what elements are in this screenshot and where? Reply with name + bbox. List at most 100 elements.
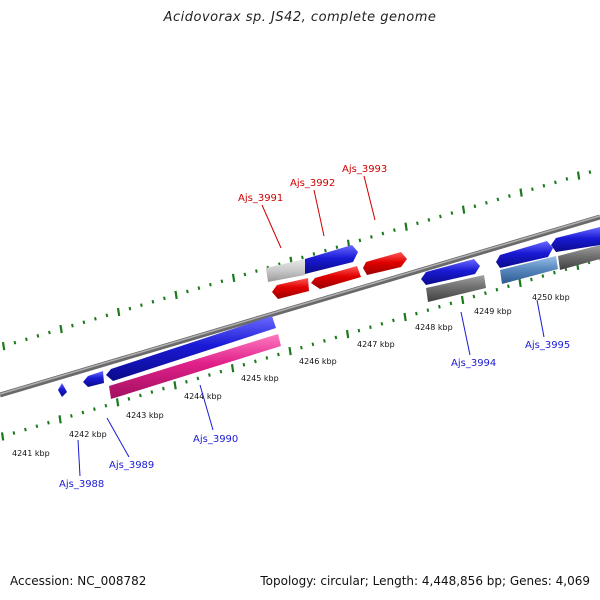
minor-tick	[554, 180, 557, 185]
minor-tick	[185, 379, 188, 384]
major-tick	[174, 290, 178, 300]
minor-tick	[531, 187, 534, 192]
leader-line	[261, 204, 282, 249]
gene-feature[interactable]	[421, 259, 480, 285]
minor-tick	[416, 221, 419, 226]
gene-label-ajs-3988[interactable]: Ajs_3988	[59, 479, 104, 490]
minor-tick	[484, 291, 487, 295]
tick-label-4247: 4247 kbp	[357, 340, 395, 349]
leader-line	[536, 299, 545, 338]
minor-tick	[36, 334, 40, 338]
minor-tick	[47, 420, 50, 425]
gene-label-ajs-3991[interactable]: Ajs_3991	[238, 193, 283, 204]
minor-tick	[473, 204, 477, 209]
minor-tick	[162, 386, 165, 391]
major-tick	[288, 346, 292, 356]
leader-line	[199, 384, 214, 431]
minor-tick	[71, 323, 74, 328]
tick-label-4243: 4243 kbp	[126, 411, 164, 420]
gene-label-ajs-3990[interactable]: Ajs_3990	[193, 434, 238, 445]
minor-tick	[186, 289, 189, 294]
minor-tick	[163, 296, 166, 301]
gene-labels: Ajs_3988 Ajs_3989 Ajs_3990 Ajs_3994 Ajs_…	[59, 164, 570, 490]
backbone	[0, 214, 600, 398]
minor-tick	[70, 414, 73, 418]
minor-tick	[300, 345, 303, 350]
minor-tick	[301, 255, 304, 260]
major-tick	[403, 312, 407, 322]
gene-feature[interactable]	[363, 252, 407, 275]
gene-label-ajs-3989[interactable]: Ajs_3989	[109, 460, 154, 471]
minor-tick	[81, 410, 85, 415]
minor-tick	[485, 200, 488, 205]
minor-tick	[105, 313, 109, 318]
tick-label-4242: 4242 kbp	[69, 430, 107, 439]
minor-tick	[324, 248, 327, 253]
gene-feature[interactable]	[558, 245, 600, 270]
gene-feature[interactable]	[266, 259, 305, 282]
gene-label-ajs-3995[interactable]: Ajs_3995	[525, 340, 570, 351]
tick-label-4248: 4248 kbp	[415, 323, 453, 332]
minor-tick	[196, 376, 200, 381]
gene-label-ajs-3992[interactable]: Ajs_3992	[290, 178, 335, 189]
minor-tick	[219, 369, 223, 374]
tick-label-4250: 4250 kbp	[532, 293, 570, 302]
minor-tick	[128, 306, 132, 311]
forward-genes	[266, 227, 600, 285]
leader-line	[313, 189, 325, 237]
minor-tick	[541, 274, 545, 278]
major-tick	[116, 307, 121, 317]
minor-tick	[370, 235, 373, 239]
gene-feature[interactable]	[496, 241, 553, 268]
gene-label-ajs-3993[interactable]: Ajs_3993	[342, 164, 387, 175]
minor-tick	[542, 183, 546, 188]
major-tick	[460, 295, 465, 305]
gene-feature[interactable]	[106, 316, 276, 381]
major-tick	[59, 324, 63, 334]
minor-tick	[311, 342, 315, 347]
gene-feature[interactable]	[58, 383, 67, 397]
gene-feature[interactable]	[109, 334, 281, 399]
map-title: Acidovorax sp. JS42, complete genome	[163, 10, 437, 25]
minor-tick	[243, 272, 247, 277]
gene-feature[interactable]	[426, 275, 486, 302]
minor-tick	[508, 194, 511, 198]
minor-tick	[151, 299, 155, 304]
minor-tick	[197, 286, 201, 290]
label-leaders	[77, 175, 545, 477]
backbone-line	[0, 214, 600, 398]
minor-tick	[323, 339, 326, 343]
minor-tick	[208, 373, 211, 377]
major-tick	[404, 222, 408, 231]
topology-text: Topology: circular; Length: 4,448,856 bp…	[260, 574, 590, 588]
gene-label-ajs-3994[interactable]: Ajs_3994	[451, 358, 496, 369]
gene-feature[interactable]	[311, 266, 361, 289]
gene-feature[interactable]	[83, 371, 104, 387]
major-tick	[0, 432, 5, 441]
minor-tick	[127, 397, 131, 401]
minor-tick	[381, 231, 385, 236]
tick-label-4246: 4246 kbp	[299, 357, 337, 366]
minor-tick	[495, 287, 499, 292]
minor-tick	[82, 320, 86, 325]
minor-tick	[496, 197, 500, 202]
minor-tick	[426, 308, 430, 313]
major-tick	[576, 171, 581, 180]
tick-label-4245: 4245 kbp	[241, 374, 279, 383]
gene-feature[interactable]	[305, 245, 358, 274]
gene-feature[interactable]	[272, 278, 309, 299]
tick-label-4249: 4249 kbp	[474, 307, 512, 316]
minor-tick	[380, 321, 384, 326]
minor-tick	[255, 269, 258, 273]
minor-tick	[12, 431, 16, 435]
minor-tick	[357, 328, 361, 333]
minor-tick	[254, 359, 257, 364]
reverse-genes	[272, 252, 486, 302]
minor-tick	[530, 277, 533, 282]
gene-feature[interactable]	[500, 256, 558, 284]
minor-tick	[450, 211, 454, 215]
minor-tick	[553, 270, 556, 275]
minor-tick	[472, 294, 476, 299]
gene-feature[interactable]	[551, 227, 600, 252]
minor-tick	[24, 427, 27, 432]
